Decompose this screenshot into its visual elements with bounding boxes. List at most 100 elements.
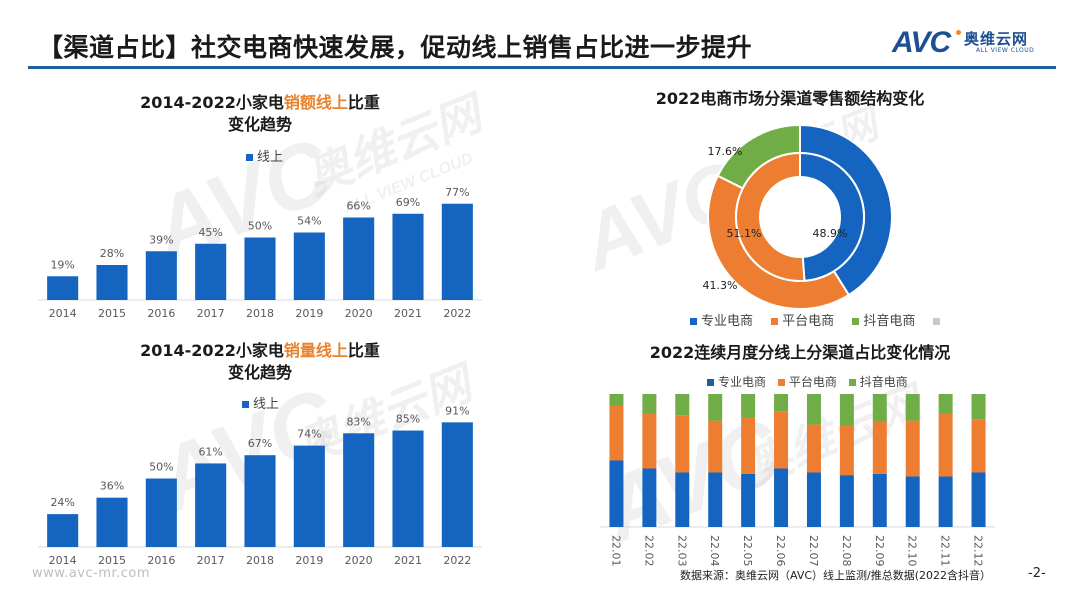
bar-segment-22.10-2 (905, 394, 920, 421)
chart1-title-highlight: 销额线上 (283, 93, 348, 112)
page-title: 【渠道占比】社交电商快速发展，促动线上销售占比进一步提升 (38, 33, 753, 62)
bar-segment-22.06-1 (774, 411, 789, 469)
chart1-svg: 19% 2014 28% 2015 39% 2016 45% 2017 50% 2018 54% 20… (38, 186, 482, 320)
data-label: 19% (50, 258, 74, 271)
logo-name-cn: 奥维云网 (964, 30, 1029, 48)
data-label: 67% (248, 437, 272, 450)
bar-segment-22.06-2 (774, 394, 789, 412)
slice-label: 17.6% (708, 145, 743, 158)
legend-swatch-online (246, 154, 253, 161)
bar-segment-22.07-0 (806, 472, 821, 527)
legend-item-empty (933, 314, 944, 329)
data-label: 66% (346, 200, 370, 213)
x-tick-label: 2014 (49, 554, 77, 567)
bar-2016 (145, 478, 177, 547)
bar-2019 (293, 445, 325, 547)
legend-item-professional: 专业电商 (690, 314, 753, 329)
data-source-note: 数据来源：奥维云网（AVC）线上监测/推总数据(2022含抖音） (680, 569, 992, 582)
legend-item-platform: 平台电商 (771, 314, 834, 329)
avc-logo: AVC 奥维云网 ALL VIEW CLOUD (892, 26, 1062, 60)
bar-segment-22.02-2 (642, 394, 657, 414)
bar-segment-22.09-1 (872, 421, 887, 474)
data-label: 50% (149, 461, 173, 474)
bar-segment-22.04-0 (708, 472, 723, 527)
x-tick-label: 2022 (443, 307, 471, 320)
legend-swatch (848, 379, 856, 386)
legend-label: 平台电商 (782, 314, 835, 329)
legend-swatch (777, 379, 785, 386)
legend-swatch (771, 318, 779, 325)
x-tick-label: 2017 (197, 554, 225, 567)
legend-item-professional: 专业电商 (707, 375, 766, 389)
x-tick-label: 22.01 (609, 535, 622, 567)
legend-label: 平台电商 (788, 375, 837, 389)
bar-segment-22.08-1 (839, 425, 854, 476)
chart1-title-part1: 2014-2022小家电 (140, 93, 284, 112)
legend-label: 抖音电商 (863, 314, 916, 329)
x-tick-label: 22.11 (939, 535, 952, 567)
bar-2018 (244, 455, 276, 547)
legend-item-platform: 平台电商 (777, 375, 837, 389)
x-tick-label: 2021 (394, 307, 422, 320)
data-label: 77% (445, 186, 469, 199)
x-tick-label: 22.12 (972, 535, 985, 567)
data-label: 28% (100, 247, 124, 260)
chart3-legend: 专业电商 平台电商 抖音电商 (690, 310, 958, 329)
chart4-title: 2022连续月度分线上分渠道占比变化情况 (649, 343, 951, 362)
x-tick-label: 2016 (147, 554, 175, 567)
chart1-title-line2: 变化趋势 (227, 115, 292, 134)
bar-segment-22.02-1 (642, 413, 657, 469)
header-divider (28, 66, 1056, 69)
bar-2020 (343, 433, 375, 547)
bar-2018 (244, 237, 276, 300)
bar-2016 (145, 251, 177, 300)
legend-swatch (707, 379, 714, 386)
chart1-title-part3: 比重 (347, 93, 380, 112)
x-tick-label: 22.10 (906, 535, 919, 567)
x-tick-label: 22.07 (807, 535, 820, 567)
bar-segment-22.02-0 (642, 468, 657, 527)
slice-label: 51.1% (727, 227, 762, 240)
bar-segment-22.05-0 (741, 473, 756, 527)
bar-2021 (392, 213, 424, 300)
bar-segment-22.11-0 (938, 476, 953, 527)
x-tick-label: 2018 (246, 307, 274, 320)
bar-segment-22.11-2 (938, 394, 953, 414)
chart1-title: 2014-2022小家电销额线上比重 变化趋势 (60, 92, 460, 136)
x-tick-label: 2020 (345, 307, 373, 320)
bar-2015 (96, 265, 128, 300)
x-tick-label: 22.09 (873, 535, 886, 567)
data-label: 69% (396, 196, 420, 209)
x-tick-label: 22.04 (708, 535, 721, 567)
chart2-svg: 24% 2014 36% 2015 50% 2016 61% 2017 67% 2018 74% 20… (38, 405, 482, 567)
x-tick-label: 22.03 (675, 535, 688, 567)
x-tick-label: 2016 (147, 307, 175, 320)
data-label: 61% (198, 445, 222, 458)
bar-segment-22.01-1 (609, 405, 624, 461)
x-tick-label: 22.05 (741, 535, 754, 567)
slice-label: 48.9% (813, 227, 848, 240)
x-tick-label: 2019 (295, 307, 323, 320)
data-label: 50% (248, 220, 272, 233)
bar-segment-22.10-0 (905, 476, 920, 527)
bar-2022 (441, 203, 473, 300)
bar-segment-22.11-1 (938, 413, 953, 477)
x-tick-label: 2021 (394, 554, 422, 567)
bar-segment-22.07-2 (806, 394, 821, 425)
chart3-svg: 41.1%41.3%17.6%48.9%51.1% (703, 125, 893, 310)
data-label: 91% (445, 405, 469, 417)
data-label: 36% (100, 480, 124, 493)
legend-label: 线上 (253, 397, 280, 412)
page-number: -2- (1028, 566, 1046, 581)
x-tick-label: 2015 (98, 554, 126, 567)
slice-inner-0 (799, 151, 865, 282)
data-label: 85% (396, 413, 420, 426)
logo-name-en: ALL VIEW CLOUD (976, 47, 1035, 54)
bar-2014 (47, 514, 79, 547)
bar-segment-22.09-0 (872, 473, 887, 527)
x-tick-label: 22.06 (774, 535, 787, 567)
bar-segment-22.01-0 (609, 460, 624, 527)
logo-brand: AVC (892, 26, 951, 59)
x-tick-label: 2020 (345, 554, 373, 567)
bar-segment-22.04-2 (708, 394, 723, 421)
